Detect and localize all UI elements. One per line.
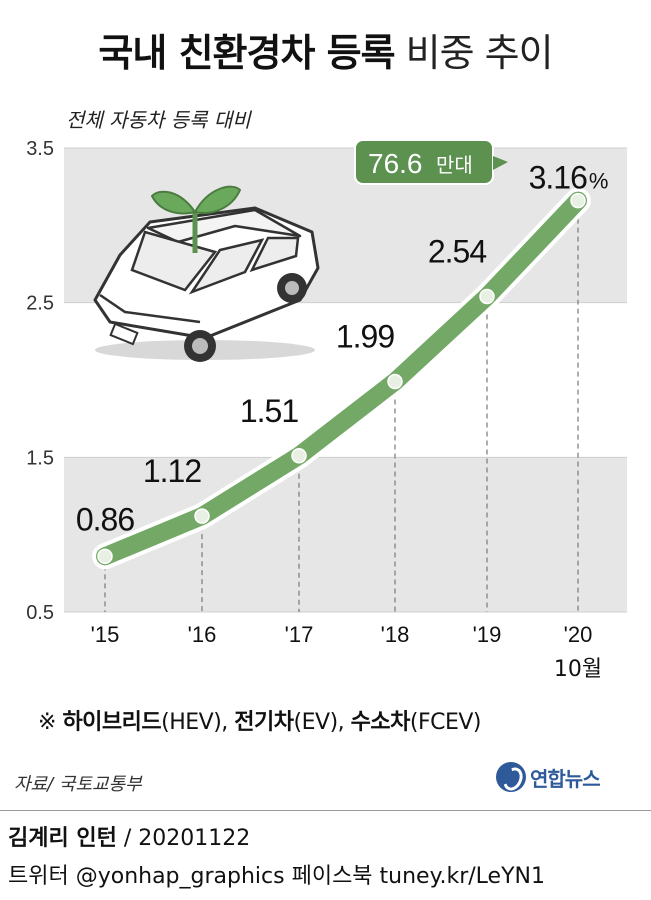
x-tick-label: '17 [285, 622, 314, 647]
note-ev-label: 전기차 [234, 710, 294, 735]
value-label: 1.12 [143, 453, 201, 489]
note-fcev-code: (FCEV) [409, 710, 482, 735]
note-hev-code: (HEV), [161, 710, 228, 735]
value-label-unit: % [589, 169, 608, 194]
source-text: 자료/ 국토교통부 [14, 774, 142, 795]
yonhap-logo-icon [496, 762, 526, 792]
value-label: 1.99 [336, 319, 394, 355]
yonhap-logo: 연합뉴스 [496, 760, 601, 794]
title-main: 국내 친환경차 등록 [98, 31, 395, 75]
social-credit: 트위터 @yonhap_graphics 페이스북 tuney.kr/LeYN1 [8, 864, 545, 889]
y-tick-label: 0.5 [26, 602, 54, 624]
x-tick-label: '20 [564, 622, 593, 647]
annotation-number: 76.6 [368, 148, 423, 179]
data-point [194, 508, 210, 524]
y-tick-label: 2.5 [26, 293, 54, 315]
page-title: 국내 친환경차 등록 비중 추이 [0, 22, 651, 77]
data-point [479, 288, 495, 305]
x-tick-label: '19 [473, 622, 502, 647]
annotation-unit: 만대 [436, 153, 473, 177]
note-ev-code: (EV), [293, 710, 345, 735]
note-mark: ※ [38, 710, 56, 735]
note-hev-label: 하이브리드 [62, 710, 162, 735]
value-label: 2.54 [428, 233, 486, 269]
author-date: / 20201122 [123, 826, 251, 851]
y-tick-label: 1.5 [26, 447, 54, 469]
x-tick-label: '16 [188, 622, 217, 647]
footer-divider [0, 810, 651, 811]
x-tick-label: '18 [381, 622, 410, 647]
y-tick-label: 3.5 [26, 138, 54, 160]
car-sprout-icon [93, 185, 320, 362]
data-point [291, 448, 307, 464]
x-tick-label: '15 [91, 622, 120, 647]
data-point [387, 373, 403, 390]
series-line [96, 191, 587, 566]
author-name: 김계리 인턴 [8, 826, 117, 851]
data-point [97, 548, 113, 565]
title-sub: 비중 추이 [405, 31, 554, 75]
x-tick-sublabel: 10월 [554, 657, 602, 682]
author-credit: 김계리 인턴 / 20201122 [8, 820, 250, 852]
logo-text: 연합뉴스 [530, 766, 601, 791]
data-point [570, 192, 586, 209]
footnote: ※ 하이브리드(HEV), 전기차(EV), 수소차(FCEV) [38, 704, 482, 736]
value-label: 1.51 [240, 393, 298, 429]
value-label: 0.86 [76, 501, 134, 537]
chart-subtitle: 전체 자동차 등록 대비 [66, 108, 251, 132]
note-fcev-label: 수소차 [350, 710, 411, 735]
annotation-badge: 76.6 만대 [354, 139, 508, 185]
line-chart: 0.51.52.53.5 0.861.121.511.992.543.16% '… [26, 138, 627, 682]
